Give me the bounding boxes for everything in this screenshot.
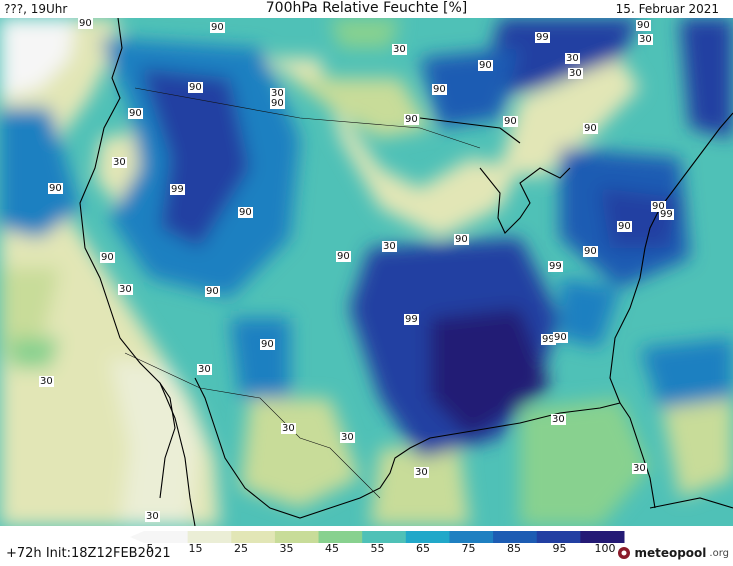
contour-label: 90 [260, 339, 275, 350]
colorbar-tick-label: 45 [325, 542, 339, 555]
contour-label: 90 [503, 116, 518, 127]
contour-label: 99 [170, 184, 185, 195]
contour-label: 99 [541, 334, 556, 345]
colorbar-swatch [580, 531, 625, 543]
colorbar-tick-label: 65 [416, 542, 430, 555]
colorbar-swatch [493, 531, 538, 543]
colorbar-swatch [536, 531, 581, 543]
init-time: Init:18Z12FEB2021 [45, 546, 171, 561]
colorbar-swatch [318, 531, 363, 543]
contour-label: 30 [281, 423, 296, 434]
brand-tld: .org [709, 547, 729, 559]
contour-label: 90 [128, 108, 143, 119]
colorbar-swatch [362, 531, 407, 543]
contour-label: 90 [583, 123, 598, 134]
contour-label: 30 [382, 241, 397, 252]
contour-label: 30 [118, 284, 133, 295]
colorbar-swatch [231, 531, 276, 543]
contour-label: 30 [565, 53, 580, 64]
contour-label: 90 [478, 60, 493, 71]
colorbar-tick-label: 95 [552, 542, 567, 555]
coastlines [79, 18, 733, 526]
colorbar-tick-label: 25 [234, 542, 248, 555]
contour-label: 90 [78, 18, 93, 29]
lead-time: +72h [6, 546, 42, 561]
contour-label: 90 [205, 286, 220, 297]
init-info: +72h Init:18Z12FEB2021 [6, 546, 171, 561]
contour-label: 90 [100, 252, 115, 263]
contour-label: 90 [404, 114, 419, 125]
brand-name: meteopool [634, 546, 707, 560]
valid-date-label: 15. Februar 2021 [615, 2, 719, 16]
contour-label: 90 [188, 82, 203, 93]
colorbar-swatch [144, 531, 189, 543]
contour-label: 30 [145, 511, 160, 522]
colorbar-tick-label: 85 [507, 542, 521, 555]
contour-label: 90 [617, 221, 632, 232]
colorbar [130, 531, 625, 543]
humidity-map: 90 90 90 30 99 30 90 90 90 30 90 90 90 30 30 90 90 30 90 99… [0, 18, 733, 526]
contour-label: 30 [270, 88, 285, 99]
contour-label: 30 [392, 44, 407, 55]
legend-area: 5 15 25 35 45 55 65 75 85 95 100 +72h Init:18Z12FE… [0, 526, 733, 566]
colorbar-swatch [405, 531, 450, 543]
contour-label: 90 [651, 201, 666, 212]
contour-label: 30 [414, 467, 429, 478]
contour-label: 90 [270, 98, 285, 109]
political-borders [124, 87, 481, 499]
contour-label: 99 [404, 314, 419, 325]
colorbar-tick-label: 35 [279, 542, 294, 555]
contour-label: 99 [535, 32, 550, 43]
colorbar-tick-label: 100 [594, 542, 616, 555]
contour-label: 90 [454, 234, 469, 245]
contour-label: 90 [336, 251, 351, 262]
contour-label: 30 [632, 463, 647, 474]
colorbar-tick-label: 75 [461, 542, 476, 555]
colorbar-low-arrow [130, 531, 144, 543]
contour-label: 90 [553, 332, 568, 343]
contour-label: 90 [636, 20, 651, 31]
contour-label: 30 [568, 68, 583, 79]
valid-time-label: ???, 19Uhr [4, 2, 68, 16]
colorbar-swatch [449, 531, 494, 543]
contour-label: 90 [238, 207, 253, 218]
contour-label: 30 [551, 414, 566, 425]
contour-label: 30 [197, 364, 212, 375]
colorbar-swatch [187, 531, 232, 543]
brand-icon [618, 547, 631, 559]
colorbar-tick-label: 5 [146, 542, 154, 555]
map-title: 700hPa Relative Feuchte [%] [265, 0, 468, 16]
contour-label: 90 [432, 84, 447, 95]
contour-label: 99 [548, 261, 563, 272]
brand-logo: meteopool .org [617, 546, 729, 560]
contour-label: 90 [210, 22, 225, 33]
colorbar-swatch [274, 531, 320, 543]
contour-label: 30 [39, 376, 54, 387]
contour-label: 30 [340, 432, 355, 443]
contour-label: 90 [48, 183, 63, 194]
contour-label: 90 [583, 246, 598, 257]
contour-label: 30 [638, 34, 653, 45]
contour-label: 99 [659, 209, 674, 220]
colorbar-tick-label: 55 [370, 542, 385, 555]
humidity-field [0, 18, 733, 526]
contour-label: 30 [112, 157, 127, 168]
colorbar-tick-label: 15 [188, 542, 203, 555]
